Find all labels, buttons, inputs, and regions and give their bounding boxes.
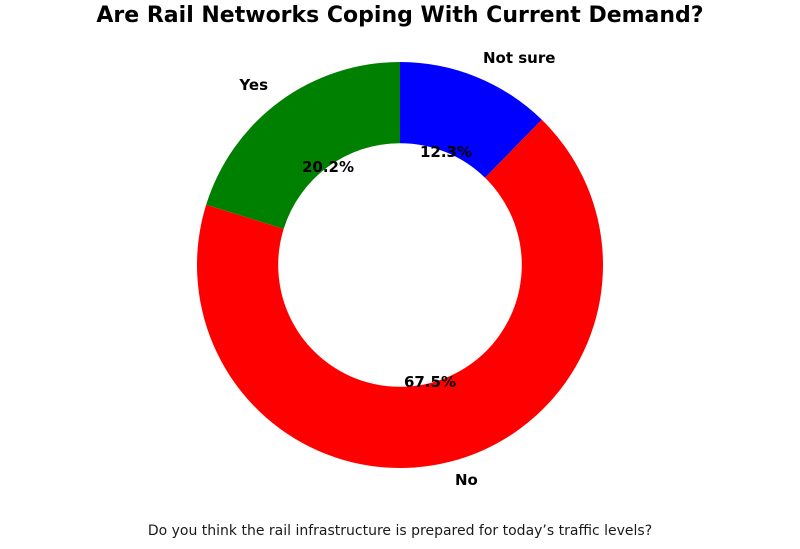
slice-label-yes: Yes (239, 76, 268, 94)
pie-slice-yes (206, 62, 400, 229)
slice-percent-yes: 20.2% (301, 158, 355, 176)
slice-label-not-sure: Not sure (483, 49, 556, 67)
slice-percent-no: 67.5% (403, 373, 457, 391)
pie-slice-not-sure (400, 61, 542, 178)
slice-label-no: No (455, 471, 478, 489)
slice-percent-not-sure: 12.3% (419, 143, 473, 161)
chart-caption: Do you think the rail infrastructure is … (147, 523, 653, 539)
pie-slice-no (196, 119, 603, 468)
chart-title: Are Rail Networks Coping With Current De… (96, 3, 704, 28)
